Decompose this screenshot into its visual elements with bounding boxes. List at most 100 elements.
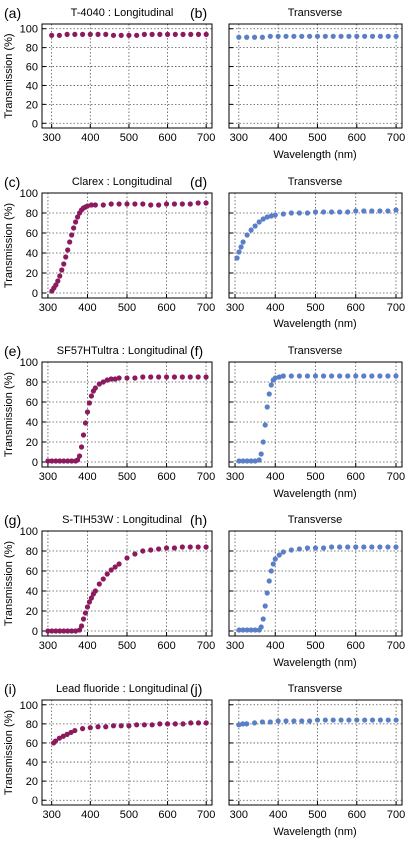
data-point (377, 544, 383, 550)
data-point (71, 225, 77, 231)
data-point (312, 209, 319, 215)
data-point (353, 208, 359, 214)
x-tick-label: 600 (158, 809, 176, 821)
chart-panel-c: 300 400 500 600 700 0 20 40 60 80 100(c) Clarex : L… (3, 174, 215, 314)
y-tick-label: 0 (32, 457, 38, 469)
data-point (65, 247, 71, 253)
data-point (188, 720, 194, 726)
y-tick-label: 40 (26, 586, 38, 598)
y-tick-label: 0 (32, 288, 38, 300)
data-point (262, 603, 268, 609)
x-tick-label: 300 (39, 640, 57, 652)
data-point (49, 628, 55, 634)
data-point (64, 31, 70, 37)
data-point (171, 545, 178, 551)
data-point (385, 373, 391, 379)
data-point (86, 400, 93, 406)
data-point (96, 581, 102, 587)
chart-panel-e: 300 400 500 600 700 0 20 40 60 80 100(e) SF57HTultr… (3, 343, 215, 483)
data-point (80, 616, 87, 622)
y-axis-label: Transmission (%) (3, 372, 15, 457)
data-point (280, 211, 286, 217)
data-point (73, 628, 79, 634)
data-point (345, 544, 351, 550)
x-tick-label: 600 (157, 302, 175, 314)
chart-panel-d: 300 400 500 600 700 (d) Transverse Wavelength (… (190, 174, 405, 330)
data-point (179, 374, 185, 380)
data-point (148, 547, 154, 553)
y-tick-label: 60 (26, 228, 38, 240)
chart-panel-a: 300 400 500 600 700 0 20 40 60 80 100 (a) T-4040 : L… (3, 5, 215, 144)
data-point (283, 33, 289, 39)
data-point (266, 391, 272, 397)
data-point (276, 374, 282, 380)
x-tick-label: 600 (347, 640, 365, 652)
data-point (369, 208, 375, 214)
x-tick-label: 400 (81, 132, 99, 144)
data-point (270, 561, 276, 567)
panel-title: S-TIH53W : Longitudinal (62, 514, 182, 526)
data-point (148, 374, 154, 380)
data-point (256, 219, 262, 225)
data-point (328, 544, 335, 550)
plot-frame (41, 23, 213, 129)
data-point (156, 202, 162, 208)
data-point (244, 232, 250, 238)
x-tick-label: 300 (39, 471, 57, 483)
data-point (187, 544, 193, 550)
data-point (88, 393, 95, 399)
data-point (103, 31, 109, 37)
data-point (267, 33, 273, 39)
data-point (67, 239, 73, 245)
data-point (272, 556, 278, 562)
y-tick-label: 20 (26, 437, 38, 449)
data-point (156, 374, 162, 380)
data-point (141, 722, 147, 728)
data-point (330, 33, 336, 39)
data-point (264, 214, 270, 220)
data-point (369, 33, 376, 39)
data-point (88, 595, 95, 601)
data-point (195, 544, 201, 550)
data-point (103, 724, 109, 730)
data-point (385, 717, 391, 723)
data-point (203, 544, 209, 550)
y-tick-label: 80 (26, 377, 38, 389)
data-point (68, 729, 74, 736)
chart-panel-i: 300 400 500 600 700 0 20 40 60 80 100 (i) Lead fluor… (3, 681, 215, 821)
data-point (72, 727, 78, 734)
data-point (337, 544, 343, 550)
panel-title: Transverse (288, 345, 343, 357)
data-point (64, 731, 70, 737)
data-point (338, 33, 344, 39)
data-point (345, 373, 351, 379)
x-tick-label: 700 (197, 302, 215, 314)
data-point (53, 458, 59, 464)
panel-title: Transverse (288, 176, 343, 188)
panel-label: (j) (190, 681, 202, 697)
data-point (84, 604, 91, 610)
y-tick-label: 20 (26, 268, 38, 280)
x-tick-label: 700 (197, 471, 215, 483)
data-point (132, 551, 138, 557)
data-point (57, 628, 63, 634)
data-point (377, 33, 383, 39)
x-axis-label: Wavelength (nm) (273, 318, 356, 330)
data-point (118, 32, 124, 38)
data-point (87, 31, 93, 37)
x-tick-label: 500 (120, 809, 138, 821)
data-point (280, 549, 286, 555)
y-tick-label: 20 (26, 776, 38, 788)
data-point (393, 207, 399, 213)
data-point (361, 544, 367, 550)
x-tick-label: 400 (266, 640, 284, 652)
data-point (275, 33, 281, 39)
data-point (345, 209, 351, 215)
data-point (124, 555, 130, 561)
data-point (69, 232, 75, 238)
data-point (140, 548, 146, 554)
x-tick-label: 500 (120, 132, 138, 144)
data-point (61, 261, 67, 267)
data-point (296, 373, 303, 379)
data-point (320, 209, 327, 215)
